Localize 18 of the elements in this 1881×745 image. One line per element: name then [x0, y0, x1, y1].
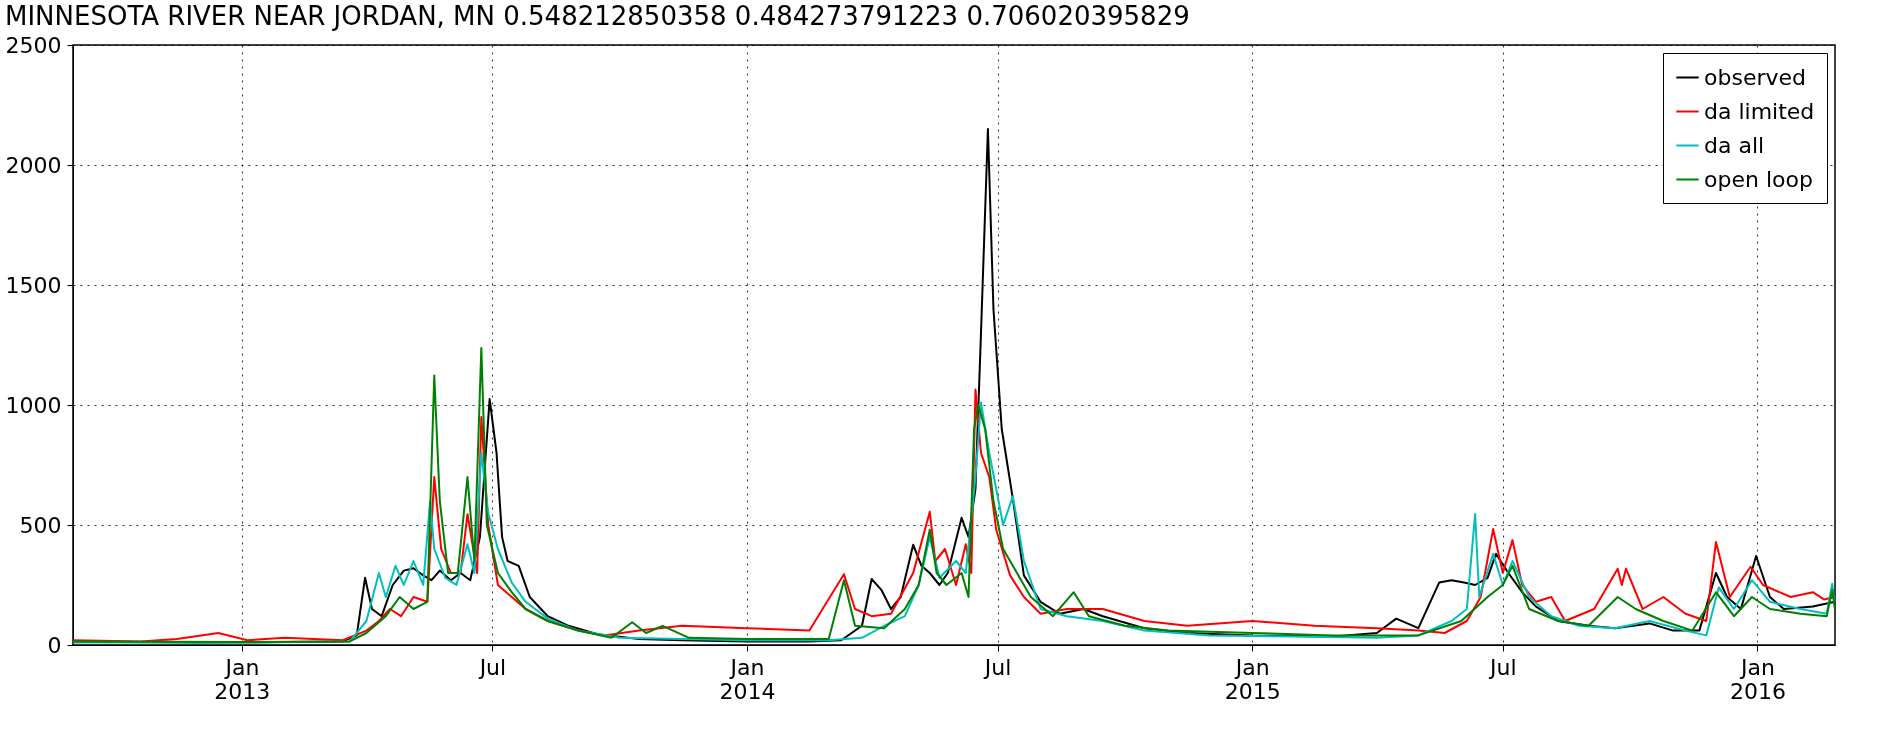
- legend-label: da limited: [1704, 98, 1815, 124]
- y-tick-label: 1000: [5, 392, 62, 418]
- x-tick-label: Jan 2013: [214, 654, 271, 704]
- chart-title: MINNESOTA RIVER NEAR JORDAN, MN 0.548212850358 0.484273791223 0.706020395829: [5, 1, 1190, 31]
- y-tick-label: 1500: [5, 272, 62, 298]
- legend-label: open loop: [1704, 166, 1813, 192]
- x-tick-label: Jul: [982, 654, 1012, 680]
- y-tick-label: 500: [19, 512, 62, 538]
- y-tick-label: 2000: [5, 152, 62, 178]
- x-tick-label: Jul: [477, 654, 507, 680]
- x-tick-label: Jan 2014: [719, 654, 776, 704]
- y-tick-label: 2500: [5, 32, 62, 58]
- legend-label: da all: [1704, 132, 1765, 158]
- y-tick-label: 0: [47, 632, 62, 658]
- legend-label: observed: [1704, 64, 1806, 90]
- x-tick-label: Jul: [1488, 654, 1517, 680]
- x-tick-label: Jan 2015: [1224, 654, 1281, 704]
- x-tick-label: Jan 2016: [1729, 654, 1786, 704]
